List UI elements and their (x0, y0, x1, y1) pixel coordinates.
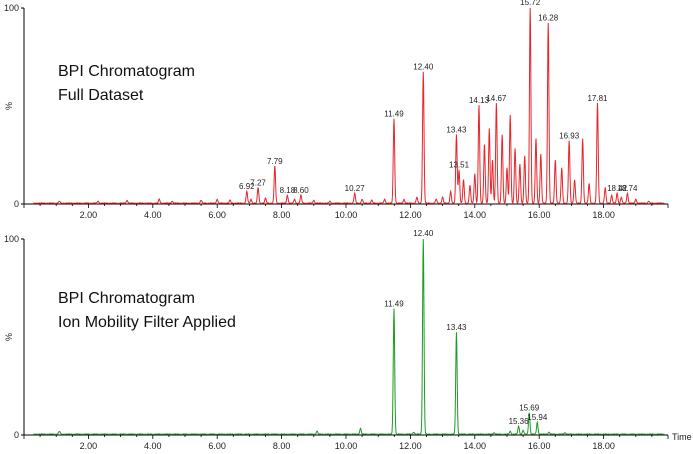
peak-label: 11.49 (384, 300, 404, 309)
peak-label: 10.27 (345, 184, 366, 193)
peak-label: 8.60 (293, 186, 309, 195)
peak-label: 14.67 (486, 94, 507, 103)
peak-label: 7.79 (267, 157, 283, 166)
chromatogram-panel-2: 0 100% 2.00 4.00 6.00 8.00 10.00 12.00 14.00 16.0… (4, 229, 692, 451)
x-tick-label: 4.00 (144, 441, 162, 449)
peak-label: 15.36 (509, 417, 530, 426)
x-tick-label: 2.00 (80, 210, 98, 220)
peak-label: 7.27 (250, 178, 266, 187)
peak-label: 15.69 (519, 403, 540, 412)
x-tick-label: 4.00 (144, 210, 162, 220)
x-tick-label: 8.00 (273, 210, 291, 220)
x-tick-label: 16.00 (528, 210, 551, 220)
y-tick-label: 0 (14, 430, 19, 440)
y-axis-label: % (4, 102, 14, 110)
peak-label: 16.28 (538, 14, 559, 23)
peak-label: 6.92 (239, 182, 255, 191)
peak-label: 13.51 (449, 161, 470, 170)
peak-label: 18.74 (617, 184, 638, 193)
x-tick-label: 14.00 (464, 210, 487, 220)
x-tick-label: 6.00 (208, 210, 226, 220)
peak-label: 15.94 (527, 413, 548, 422)
x-tick-label: 12.00 (399, 441, 422, 449)
peak-label: 14.13 (469, 96, 490, 105)
peak-label: 8.18 (280, 186, 296, 195)
peak-label: 16.93 (559, 131, 580, 140)
panel-subtitle: Ion Mobility Filter Applied (58, 314, 236, 331)
panel-title: BPI Chromatogram (58, 290, 195, 307)
peak-label: 13.43 (446, 125, 467, 134)
y-tick-label: 100 (4, 234, 19, 244)
x-tick-label: 14.00 (464, 441, 487, 449)
y-tick-label: 0 (14, 199, 19, 209)
peak-label: 13.43 (446, 323, 467, 332)
y-tick-label: 100 (4, 3, 19, 13)
x-tick-label: 18.00 (592, 210, 615, 220)
panel-title: BPI Chromatogram (58, 63, 195, 80)
peak-label: 12.40 (413, 229, 434, 238)
x-tick-label: 10.00 (335, 210, 358, 220)
chromatogram-trace (33, 7, 665, 204)
chromatogram-panel-1: 0 100% 2.00 4.00 6.00 8.00 10.00 12.00 14.00 16.0… (4, 0, 669, 220)
chromatogram-trace (33, 238, 665, 435)
x-tick-label: 8.00 (273, 441, 291, 449)
y-axis-label: % (4, 333, 14, 341)
peak-label: 15.72 (520, 0, 541, 7)
peak-label: 11.49 (384, 110, 404, 119)
peak-label: 17.81 (587, 94, 608, 103)
x-tick-label: 6.00 (208, 441, 226, 449)
x-tick-label: 18.00 (592, 441, 615, 449)
peak-label: 18.42 (607, 184, 628, 193)
x-tick-label: 2.00 (80, 441, 98, 449)
peak-label: 12.40 (413, 63, 434, 72)
x-tick-label: 16.00 (528, 441, 551, 449)
x-tick-label: 12.00 (399, 210, 422, 220)
x-tick-label: 10.00 (335, 441, 358, 449)
x-axis-label: Time (672, 432, 692, 442)
panel-subtitle: Full Dataset (58, 87, 144, 104)
